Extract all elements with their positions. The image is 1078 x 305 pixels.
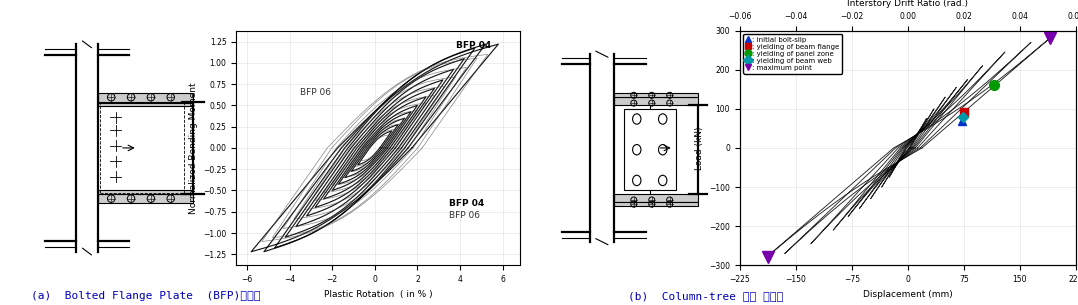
Bar: [98, 194, 193, 203]
Bar: [624, 109, 676, 190]
Bar: [613, 203, 697, 206]
Y-axis label: Normalized Bending Moment: Normalized Bending Moment: [189, 82, 197, 214]
Bar: [613, 97, 697, 105]
Bar: [98, 93, 193, 102]
Ellipse shape: [659, 145, 667, 155]
Text: BFP 06: BFP 06: [450, 211, 481, 220]
Ellipse shape: [659, 175, 667, 186]
Ellipse shape: [659, 114, 667, 124]
Y-axis label: Load (kN): Load (kN): [694, 126, 704, 170]
Legend: : initial bolt-slip, : yielding of beam flange, : yielding of panel zone, : yiel: : initial bolt-slip, : yielding of beam …: [744, 34, 842, 74]
Text: BFP 04: BFP 04: [450, 199, 485, 208]
X-axis label: Interstory Drift Ratio (rad.): Interstory Drift Ratio (rad.): [847, 0, 968, 8]
X-axis label: Plastic Rotation  ( in % ): Plastic Rotation ( in % ): [323, 290, 432, 299]
Ellipse shape: [633, 175, 641, 186]
Bar: [98, 190, 193, 194]
Text: (a)  Bolted Flange Plate  (BFP)접합부: (a) Bolted Flange Plate (BFP)접합부: [31, 291, 260, 301]
Bar: [98, 102, 193, 106]
Text: BFP 06: BFP 06: [300, 88, 331, 97]
Bar: [100, 103, 184, 193]
Text: BFP 04: BFP 04: [456, 41, 490, 49]
Bar: [613, 194, 697, 203]
X-axis label: Displacement (mm): Displacement (mm): [863, 290, 953, 299]
Bar: [613, 93, 697, 97]
Ellipse shape: [633, 145, 641, 155]
Ellipse shape: [633, 114, 641, 124]
Text: (b)  Column-tree 형식 접합부: (b) Column-tree 형식 접합부: [628, 291, 784, 301]
